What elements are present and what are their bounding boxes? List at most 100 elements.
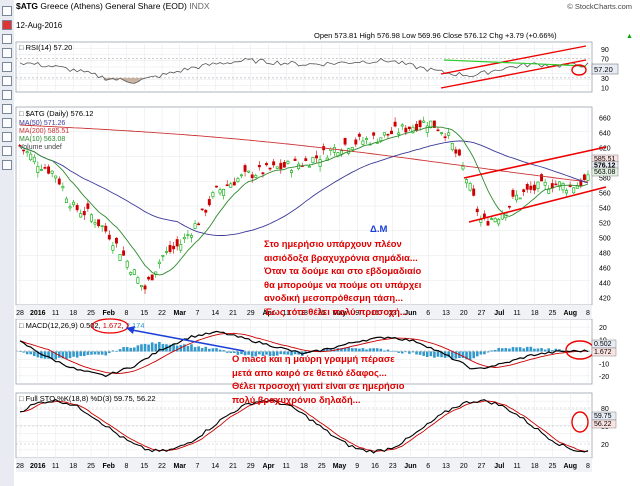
candle-body <box>57 178 61 185</box>
candle-body <box>543 181 547 186</box>
undo-tool-icon[interactable] <box>2 146 12 156</box>
macd-histogram-bar <box>408 351 411 354</box>
macd-histogram-bar <box>400 351 404 354</box>
rsi-oversold-fill <box>103 77 147 84</box>
candle-body <box>179 244 183 251</box>
price-value-tag <box>591 167 619 177</box>
candle-body <box>565 190 569 194</box>
fib-tool-icon[interactable] <box>2 104 12 114</box>
pen-tool-icon[interactable] <box>2 118 12 128</box>
eraser-tool-icon[interactable] <box>2 132 12 142</box>
macd-histogram-bar <box>204 346 208 352</box>
candle-body <box>64 198 68 203</box>
candle-body <box>540 174 544 182</box>
candle-body <box>454 149 458 154</box>
macd-label: □ MACD(12,26,9) 0.502, 1.672, 2.174 <box>19 321 145 330</box>
text-tool-icon[interactable] <box>2 62 12 72</box>
candle-body <box>72 201 76 205</box>
candle-body <box>475 208 479 213</box>
macd-value-tag <box>591 347 617 357</box>
macd-histogram-bar <box>47 351 50 359</box>
cursor-tool-icon[interactable] <box>2 6 12 16</box>
candle-body <box>586 174 590 181</box>
x-tick-label: 8 <box>125 463 129 470</box>
candle-body <box>582 174 586 181</box>
candle-body <box>479 219 483 223</box>
candle-body <box>61 186 65 189</box>
macd-histogram-bar <box>143 343 147 352</box>
macd-tick-label: 20 <box>599 325 607 332</box>
sto-label: □ Full STO %K(18,8) %D(3) 59.75, 56.22 <box>19 394 156 403</box>
candle-body <box>157 261 161 265</box>
rsi-highlight-circle <box>571 64 587 76</box>
x-tick-label: 18 <box>69 310 77 317</box>
macd-histogram-bar <box>183 344 186 352</box>
candle-body <box>432 120 436 128</box>
candle-body <box>254 175 258 178</box>
candle-body <box>82 211 86 216</box>
x-tick-label: 25 <box>549 463 557 470</box>
legend-volume: Volume undef <box>19 144 62 151</box>
x-tick-label: 6 <box>426 463 430 470</box>
line-tool-icon[interactable] <box>2 34 12 44</box>
candle-body <box>572 187 576 194</box>
macd-histogram-bar <box>504 348 508 352</box>
price-tick-label: 620 <box>599 146 611 153</box>
candle-body <box>182 237 186 240</box>
color-tool-icon[interactable] <box>2 20 12 30</box>
candle-body <box>93 222 97 225</box>
x-tick-label: Aug <box>563 463 577 470</box>
macd-histogram-bar <box>108 351 111 354</box>
rsi-trendline-upper <box>440 45 587 75</box>
candle-body <box>100 225 104 228</box>
candle-body <box>511 189 515 197</box>
candle-body <box>507 205 511 208</box>
macd-histogram-bar <box>175 345 179 352</box>
arrow-tool-icon[interactable] <box>2 76 12 86</box>
x-tick-label: 7 <box>196 310 200 317</box>
macd-histogram-bar <box>125 347 129 352</box>
x-tick-label: 13 <box>442 463 450 470</box>
macd-histogram-bar <box>493 349 497 352</box>
candle-body <box>136 277 140 284</box>
macd-histogram-bar <box>233 351 236 353</box>
macd-histogram-bar <box>561 350 565 352</box>
x-tick-label: 18 <box>300 463 308 470</box>
save-tool-icon[interactable] <box>2 160 12 170</box>
x-tick-label: 27 <box>478 310 486 317</box>
macd-histogram-bar <box>540 348 543 352</box>
candle-body <box>250 174 254 179</box>
macd-histogram-bar <box>104 351 108 356</box>
macd-histogram-bar <box>247 351 250 355</box>
candle-body <box>386 133 390 136</box>
shape-tool-icon[interactable] <box>2 90 12 100</box>
macd-histogram-bar <box>193 347 197 352</box>
macd-line <box>19 330 589 378</box>
candle-body <box>425 125 429 133</box>
candle-body <box>193 223 197 229</box>
macd-histogram-bar <box>129 347 133 352</box>
macd-histogram-bar <box>122 347 125 352</box>
note1-line: Στο ημερήσιο υπάρχουν πλέον <box>264 238 402 249</box>
candle-body <box>407 126 411 130</box>
candle-body <box>200 208 204 211</box>
macd-histogram-bar <box>200 348 204 352</box>
candle-body <box>286 160 290 164</box>
x-tick-label: Jul <box>494 463 504 470</box>
rsi-tick-label: 90 <box>601 47 609 54</box>
candle-body <box>207 199 211 206</box>
candle-body <box>165 251 168 253</box>
ma50-line <box>19 140 589 236</box>
note1-line: ανοδική μεσοπρόθεσμη τάση... <box>264 292 403 304</box>
candle-body <box>125 260 129 268</box>
macd-value-circle <box>91 318 129 334</box>
macd-histogram-bar <box>54 351 58 360</box>
macd-histogram-bar <box>525 346 529 352</box>
ma200-line <box>19 124 589 183</box>
price-tick-label: 660 <box>599 116 611 123</box>
channel-tool-icon[interactable] <box>2 48 12 58</box>
x-tick-label: 6 <box>426 310 430 317</box>
x-tick-label: 18 <box>69 463 77 470</box>
candle-body <box>36 166 40 173</box>
macd-histogram-bar <box>97 351 100 355</box>
